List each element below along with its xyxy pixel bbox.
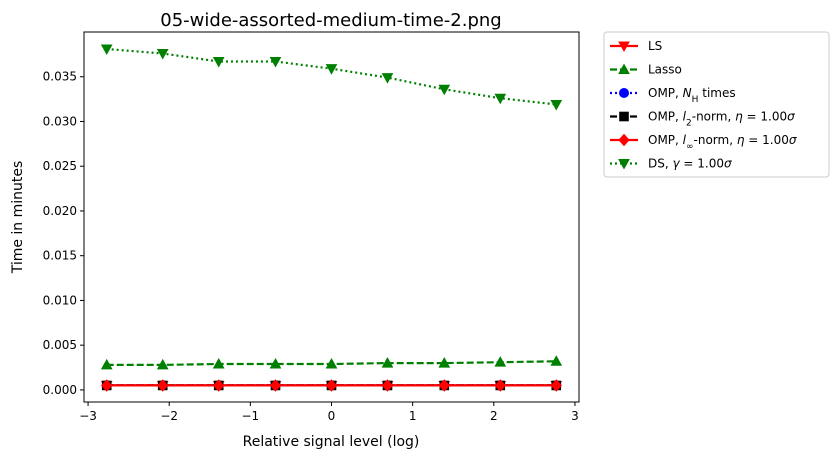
x-tick-label: −1: [242, 409, 260, 423]
legend-item: OMP, l∞-norm, η = 1.00σ: [610, 133, 797, 152]
x-tick-label: −2: [160, 409, 178, 423]
x-tick-label: 0: [328, 409, 336, 423]
data-point: [212, 357, 225, 369]
y-axis-label: Time in minutes: [10, 161, 26, 275]
y-tick-label: 0.000: [43, 383, 77, 397]
series-6: [100, 44, 563, 111]
data-point: [438, 357, 451, 368]
series-5: [101, 379, 562, 392]
legend-marker: [619, 88, 629, 98]
data-point: [494, 93, 507, 105]
y-tick-label: 0.020: [43, 204, 77, 218]
y-axis-ticks: 0.000 0.005 0.010 0.015 0.020 0.025 0.030 0.035: [43, 70, 84, 397]
y-tick-label: 0.025: [43, 159, 77, 173]
y-tick-label: 0.035: [43, 70, 77, 84]
x-tick-label: 3: [571, 409, 579, 423]
data-point: [269, 379, 282, 392]
data-point: [381, 357, 394, 368]
data-point: [100, 358, 113, 370]
legend-marker: [618, 159, 630, 170]
data-point: [550, 99, 563, 111]
legend-marker: [618, 133, 630, 147]
legend-label: OMP, NH times: [648, 86, 736, 105]
data-point: [156, 358, 169, 370]
x-tick-label: −3: [79, 409, 97, 423]
legend-box: [603, 31, 830, 178]
data-point: [381, 379, 394, 392]
legend-marker: [619, 111, 629, 122]
data-point: [494, 356, 507, 367]
data-point: [157, 379, 169, 392]
legend-item: OMP, NH times: [610, 86, 736, 105]
legend-marker: [618, 63, 630, 74]
data-point: [156, 48, 169, 60]
x-axis-ticks: −3 −2 −1 0 1 2 3: [79, 402, 579, 423]
legend-marker: [618, 41, 630, 53]
legend-item: LS: [610, 39, 662, 53]
data-point: [325, 357, 338, 369]
x-axis-label: Relative signal level (log): [243, 434, 420, 450]
series-layer: [100, 44, 563, 392]
legend-label: OMP, l2-norm, η = 1.00σ: [648, 110, 795, 129]
series-2: [100, 355, 563, 370]
data-point: [212, 57, 225, 68]
data-point: [550, 355, 563, 366]
data-point: [325, 64, 338, 75]
data-point: [438, 84, 451, 96]
data-point: [100, 44, 113, 56]
y-tick-label: 0.010: [43, 293, 77, 307]
legend-item: OMP, l2-norm, η = 1.00σ: [610, 110, 795, 129]
legend-label: OMP, l∞-norm, η = 1.00σ: [648, 133, 797, 152]
data-point: [269, 57, 282, 68]
legend: LS Lasso OMP, NH times OMP, l2-norm, η = 1.…: [603, 31, 830, 178]
x-tick-label: 2: [490, 409, 498, 423]
data-point: [381, 73, 394, 84]
data-point: [438, 379, 450, 392]
legend-label: DS, γ = 1.00σ: [648, 157, 732, 171]
data-point: [494, 379, 506, 392]
data-point: [101, 379, 113, 392]
data-point: [550, 379, 562, 392]
y-tick-label: 0.030: [43, 114, 77, 128]
legend-label: Lasso: [648, 63, 682, 77]
data-point: [213, 379, 225, 392]
legend-label: LS: [648, 39, 662, 53]
legend-item: Lasso: [610, 63, 682, 77]
y-tick-label: 0.005: [43, 338, 77, 352]
legend-item: DS, γ = 1.00σ: [610, 157, 732, 171]
y-tick-label: 0.015: [43, 249, 77, 263]
data-point: [325, 379, 338, 392]
plot-area: [84, 32, 579, 402]
x-tick-label: 1: [409, 409, 417, 423]
chart-title: 05-wide-assorted-medium-time-2.png: [160, 10, 501, 31]
data-point: [269, 357, 282, 369]
